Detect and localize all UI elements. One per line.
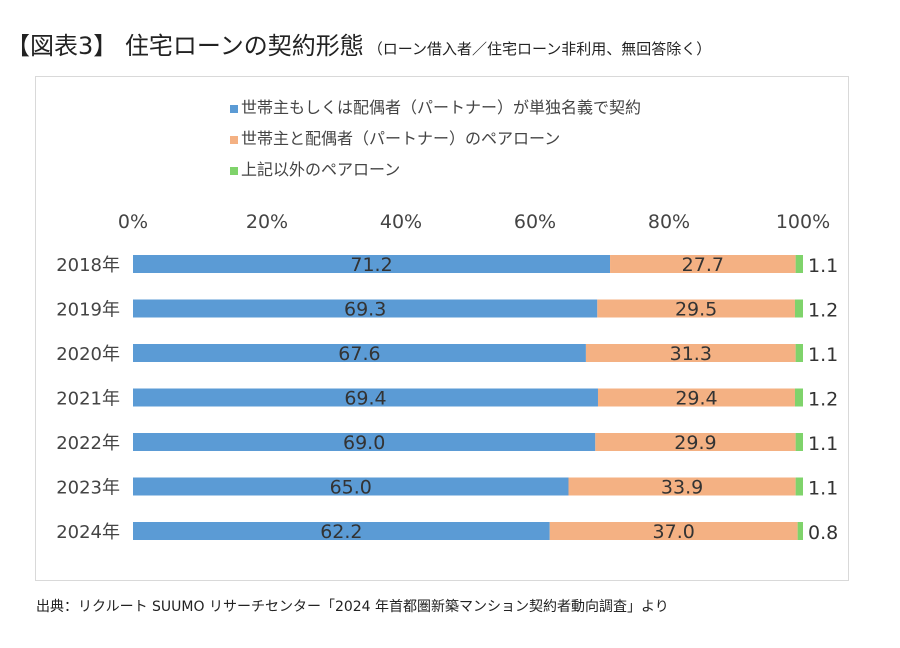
y-tick-label: 2018年 (56, 255, 120, 276)
data-label: 1.2 (808, 389, 838, 411)
legend: 世帯主もしくは配偶者（パートナー）が単独名義で契約 世帯主と配偶者（パートナー）… (230, 92, 641, 185)
legend-swatch (230, 104, 238, 113)
data-label: 31.3 (670, 343, 712, 365)
data-label: 69.4 (344, 388, 386, 410)
bar-segment (795, 344, 803, 362)
bar-segment (568, 477, 796, 496)
data-label: 29.4 (675, 388, 717, 410)
bar-segment (597, 388, 795, 407)
data-label: 1.2 (808, 300, 838, 322)
data-label: 1.1 (808, 433, 838, 455)
y-tick-label: 2021年 (56, 389, 120, 410)
source-note: 出典：リクルート SUUMO リサーチセンター「2024 年首都圏新築マンション… (36, 599, 669, 615)
bar-segment (597, 299, 795, 318)
data-label: 69.3 (344, 299, 386, 321)
data-label: 62.2 (320, 521, 362, 543)
data-label: 1.1 (808, 344, 838, 366)
bar-segment (133, 522, 550, 540)
data-label: 33.9 (661, 477, 703, 499)
legend-swatch (230, 166, 238, 175)
bar-segment (795, 433, 803, 451)
subtitle-text: （ローン借入者／住宅ローン非利用、無回答除く） (367, 40, 712, 58)
data-label: 69.0 (343, 432, 385, 454)
data-label: 1.1 (808, 255, 838, 277)
x-tick-label: 20% (246, 211, 288, 233)
bar-segment (795, 255, 803, 273)
data-label: 67.6 (338, 343, 380, 365)
bar-segment (794, 299, 803, 318)
bar-segment (133, 388, 598, 407)
bar-segment (133, 299, 598, 318)
bar-segment (133, 344, 586, 362)
legend-label: 世帯主もしくは配偶者（パートナー）が単独名義で契約 (241, 98, 642, 117)
data-label: 1.1 (808, 478, 838, 500)
x-tick-label: 80% (648, 211, 690, 233)
y-tick-label: 2020年 (56, 344, 120, 365)
x-tick-label: 40% (380, 211, 422, 233)
data-label: 65.0 (330, 477, 372, 499)
data-label: 29.9 (674, 432, 716, 454)
legend-swatch (230, 135, 238, 144)
bar-segment (797, 522, 803, 540)
x-tick-label: 100% (776, 211, 830, 233)
x-tick-label: 0% (118, 211, 148, 233)
bar-segment (610, 255, 796, 273)
y-tick-label: 2022年 (56, 433, 120, 454)
bar-segment (585, 344, 796, 362)
x-tick-label: 60% (514, 211, 556, 233)
bar-segment (133, 433, 596, 451)
bar-segment (794, 388, 803, 407)
title-text: 【図表3】 住宅ローンの契約形態 (6, 32, 364, 60)
y-tick-label: 2019年 (56, 300, 120, 321)
legend-label: 世帯主と配偶者（パートナー）のペアローン (241, 129, 561, 148)
legend-item: 世帯主と配偶者（パートナー）のペアローン (230, 123, 641, 154)
data-label: 27.7 (682, 254, 724, 276)
data-label: 29.5 (675, 299, 717, 321)
data-label: 71.2 (350, 254, 392, 276)
legend-item: 上記以外のペアローン (230, 154, 641, 185)
bar-segment (549, 522, 798, 540)
legend-label: 上記以外のペアローン (241, 160, 401, 179)
legend-item: 世帯主もしくは配偶者（パートナー）が単独名義で契約 (230, 92, 641, 123)
y-tick-label: 2024年 (56, 522, 120, 543)
bar-segment (133, 255, 611, 273)
bar-segment (595, 433, 796, 451)
bar-segment (795, 477, 803, 496)
bar-segment (133, 477, 569, 496)
data-label: 37.0 (653, 521, 695, 543)
data-label: 0.8 (808, 522, 838, 544)
page-title: 【図表3】 住宅ローンの契約形態 （ローン借入者／住宅ローン非利用、無回答除く） (6, 26, 711, 61)
chart-area (35, 76, 849, 581)
y-tick-label: 2023年 (56, 478, 120, 499)
